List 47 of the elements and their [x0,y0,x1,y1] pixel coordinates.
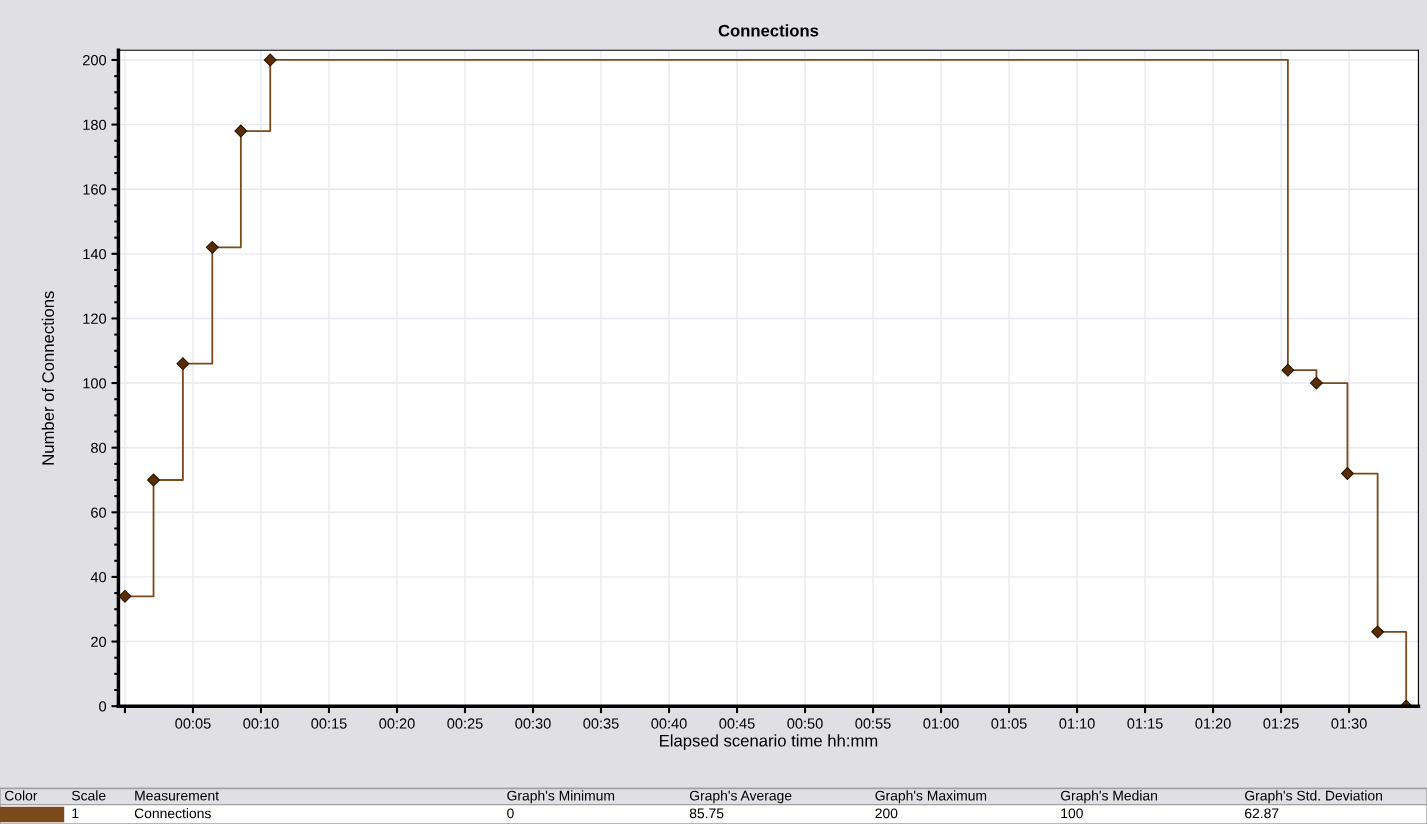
x-tick-label: 00:55 [855,718,891,729]
x-tick-label: 01:25 [1263,718,1299,729]
text: 62.87 [1245,808,1279,819]
text: Graph's Maximum [875,790,987,804]
x-tick-label: 00:20 [379,718,415,729]
x-tick-label: 01:05 [991,718,1027,729]
text: Graph's Median [1060,790,1157,804]
text: Graph's Minimum [507,790,615,804]
x-tick-label: 01:00 [923,718,959,729]
text: 0 [507,808,514,819]
y-tick-label: 160 [83,184,107,195]
x-tick-label: 00:15 [311,718,347,729]
x-tick-label: 01:30 [1331,718,1367,729]
text: 85.75 [689,808,724,819]
text: Measurement [135,790,219,801]
y-tick-label: 0 [99,701,107,712]
y-tick-label: 120 [83,313,107,324]
x-tick-label: 01:15 [1127,718,1163,729]
text: 1 [72,808,79,819]
y-tick-label: 180 [83,119,107,131]
x-tick-label: 01:10 [1059,718,1095,729]
x-tick-label: 00:05 [175,718,211,729]
y-tick-label: 40 [90,572,107,583]
text: 100 [1061,808,1083,819]
text: Scale [71,790,106,801]
text: 200 [875,808,898,819]
x-tick-label: 00:50 [787,718,823,729]
x-tick-label: 00:25 [447,718,483,729]
y-axis-title: Number of Connections [41,291,55,465]
x-tick-label: 00:30 [515,718,551,729]
text: Graph's Std. Deviation [1245,790,1382,804]
text: Connections [134,808,211,819]
chart-title: Connections [718,24,819,37]
text: Graph's Average [689,790,792,804]
y-tick-label: 60 [91,507,107,518]
text: Color [4,790,38,801]
y-tick-label: 140 [83,248,107,260]
x-tick-label: 00:35 [583,718,619,729]
x-tick-label: 00:40 [651,718,687,729]
x-axis-title: Elapsed scenario time hh:mm [660,734,878,750]
y-tick-label: 20 [91,636,107,647]
x-tick-label: 01:20 [1195,718,1231,729]
x-tick-label: 00:10 [243,718,279,729]
y-tick-label: 100 [83,378,107,389]
y-tick-label: 200 [83,55,107,66]
y-tick-label: 80 [91,442,107,454]
x-tick-label: 00:45 [719,718,755,729]
